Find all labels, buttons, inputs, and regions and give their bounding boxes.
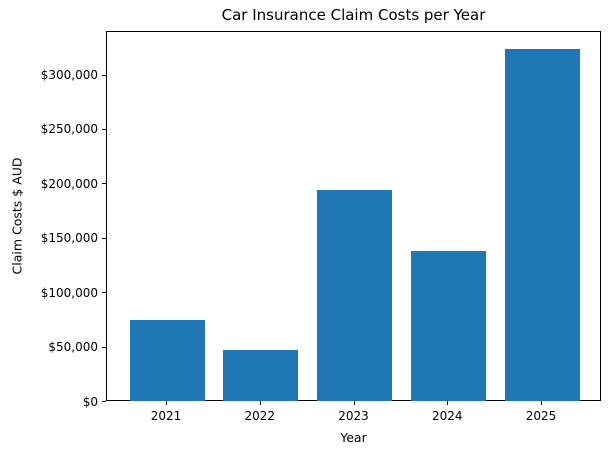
bar-2023 xyxy=(317,189,392,401)
y-tick-mark xyxy=(102,292,106,294)
y-tick-mark xyxy=(102,183,106,185)
x-tick-label: 2022 xyxy=(244,409,276,423)
y-tick-label: $100,000 xyxy=(40,285,98,300)
y-tick-label: $50,000 xyxy=(48,340,98,355)
bar-2025 xyxy=(504,49,580,401)
chart-title: Car Insurance Claim Costs per Year xyxy=(221,6,486,24)
x-tick-label: 2023 xyxy=(338,409,369,423)
y-tick-label: $300,000 xyxy=(40,68,98,83)
y-tick-label: $0 xyxy=(82,394,98,409)
x-tick-mark xyxy=(353,401,355,405)
x-tick-mark xyxy=(541,401,542,405)
x-tick-label: 2021 xyxy=(150,409,182,423)
bar-2021 xyxy=(129,320,205,401)
y-axis-label: Claim Costs $ AUD xyxy=(9,157,25,275)
x-axis-label: Year xyxy=(340,430,367,445)
x-tick-mark xyxy=(166,401,167,405)
y-tick-label: $150,000 xyxy=(40,231,98,246)
x-tick-mark xyxy=(259,401,261,405)
y-tick-label: $250,000 xyxy=(40,122,98,137)
y-tick-mark xyxy=(102,401,106,402)
x-tick-label: 2024 xyxy=(431,409,463,423)
x-tick-mark xyxy=(447,401,449,405)
y-tick-mark xyxy=(102,74,106,76)
y-tick-mark xyxy=(102,128,106,130)
bar-2022 xyxy=(223,349,299,401)
y-tick-label: $200,000 xyxy=(40,176,98,191)
y-tick-mark xyxy=(102,237,106,239)
y-tick-mark xyxy=(102,346,106,348)
bar-2024 xyxy=(410,250,486,401)
plot-area xyxy=(106,31,601,401)
x-tick-label: 2025 xyxy=(525,409,557,423)
